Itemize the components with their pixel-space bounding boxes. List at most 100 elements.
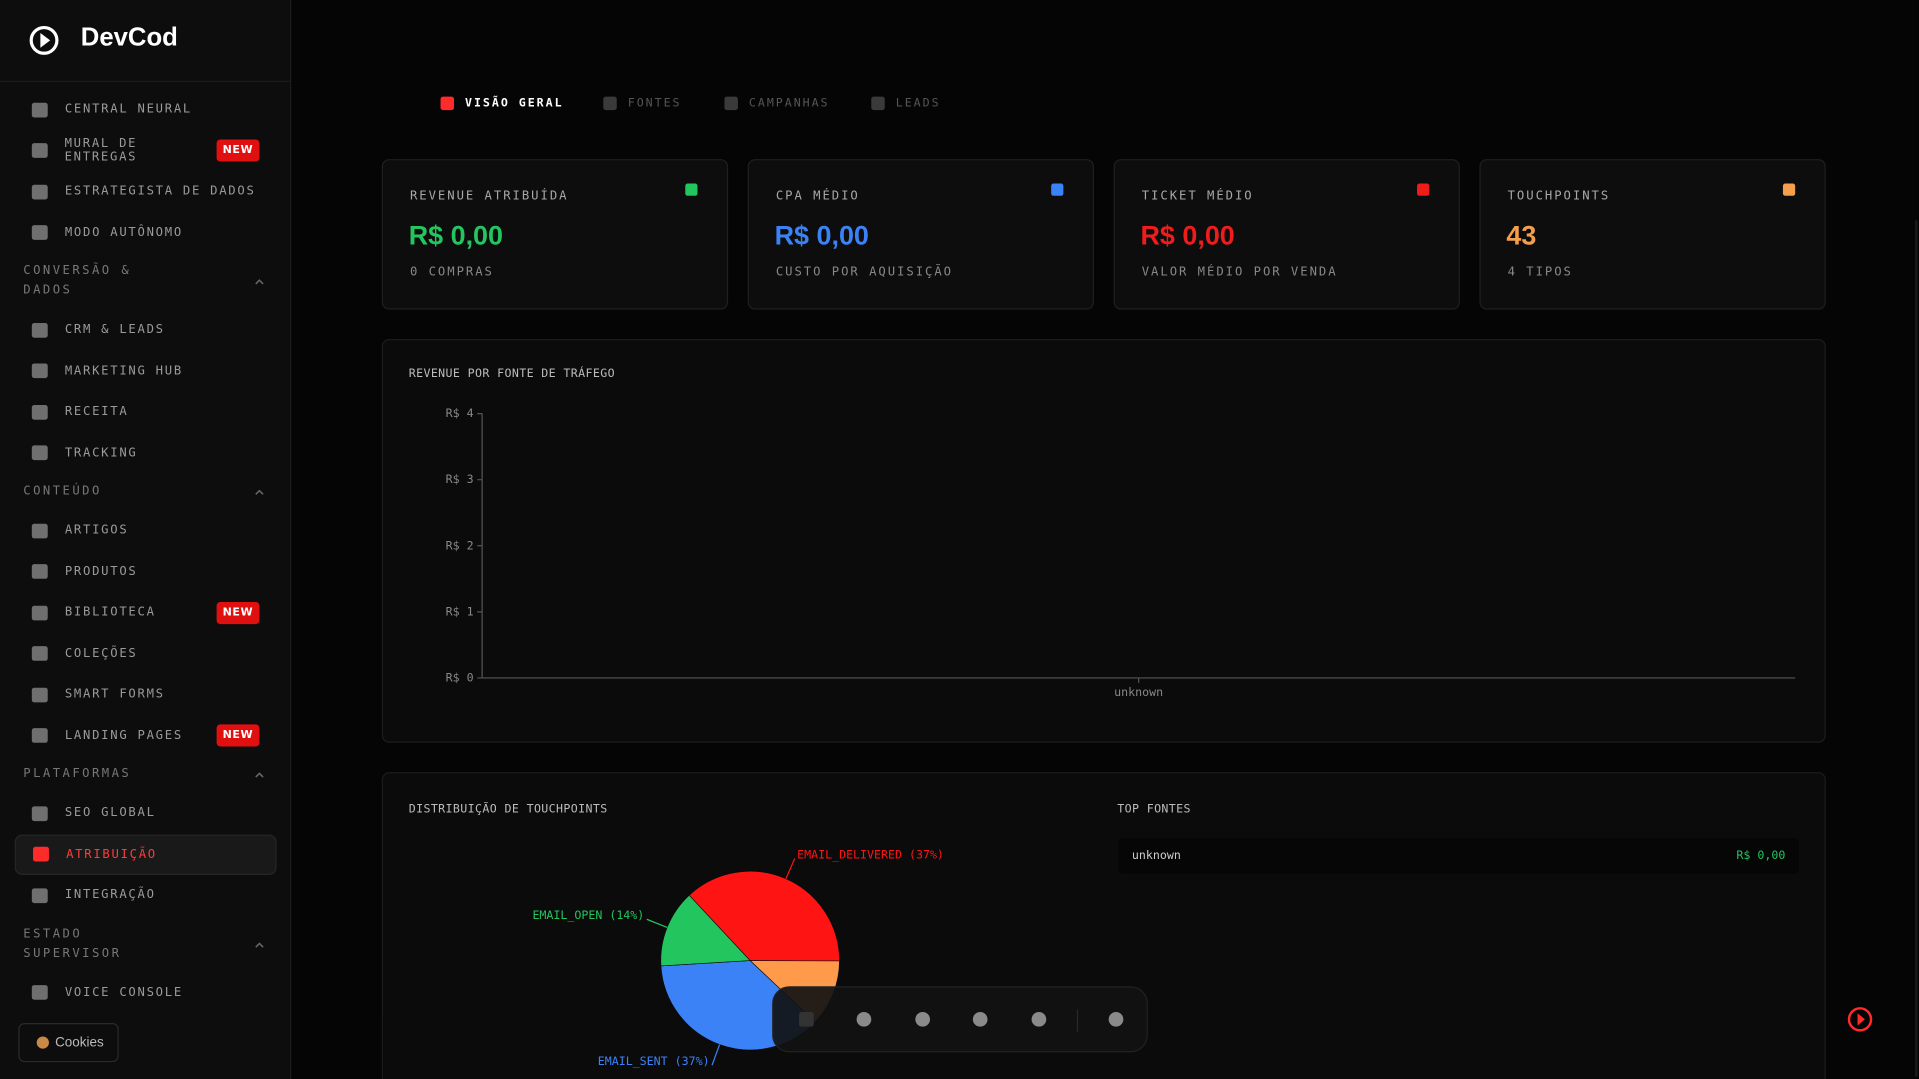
nav-item[interactable]: TRACKING (15, 433, 277, 474)
cookie-icon (36, 1036, 49, 1049)
cookies-button[interactable]: Cookies (18, 1023, 119, 1063)
chart-panel: REVENUE POR FONTE DE TRÁFEGO R$ 0 R$ 1 R$ 2… (381, 338, 1826, 743)
nav-item[interactable]: CRM & LEADS (15, 310, 277, 351)
nav-icon (31, 888, 48, 903)
section-header[interactable]: CONTEÚDO (15, 474, 277, 511)
kpi-value: R$ 0,00 (774, 220, 869, 251)
nav-label: BIBLIOTECA (64, 606, 156, 620)
kpi-sub: CUSTO POR AQUISIÇÃO (775, 265, 954, 280)
nav-item[interactable]: MURAL DE ENTREGAS NEW (15, 130, 277, 171)
source-value: R$ 0,00 (1736, 849, 1786, 863)
chevron (255, 772, 264, 778)
nav-item[interactable]: CENTRAL NEURAL (15, 89, 277, 130)
nav-icon (31, 404, 48, 420)
scrollbar (1915, 220, 1918, 1077)
nav-item[interactable]: ARTIGOS (15, 510, 277, 551)
tab[interactable]: FONTES (603, 94, 681, 111)
source-row: unknown R$ 0,00 (1118, 838, 1799, 874)
kpi-sub: 4 TIPOS (1507, 265, 1573, 280)
brand: DevCod (80, 23, 178, 52)
nav-item[interactable]: ESTRATEGISTA DE DADOS (15, 171, 277, 212)
nav-item[interactable]: VOICE CONSOLE (15, 972, 277, 1013)
nav-label: MODO AUTÔNOMO (64, 226, 183, 240)
section-header[interactable]: PLATAFORMAS (15, 756, 277, 793)
chart-title: REVENUE POR FONTE DE TRÁFEGO (408, 367, 615, 381)
nav-icon (31, 102, 48, 118)
nav-item[interactable]: COLEÇÕES (15, 633, 277, 674)
section-title: CONVERSÃO & DADOS (23, 264, 132, 298)
kpi-icon (1051, 183, 1064, 196)
pie-slice (688, 870, 840, 962)
kpi-label: TICKET MÉDIO (1141, 189, 1254, 204)
tab-icon (871, 96, 885, 110)
tab-label: CAMPANHAS (748, 96, 830, 110)
nav-label: COLEÇÕES (64, 647, 138, 661)
fab-ring (1847, 1007, 1873, 1032)
y-tick-label: R$ 4 (446, 406, 474, 420)
nav-label: PRODUTOS (64, 565, 138, 579)
nav-icon (31, 523, 48, 539)
tab[interactable]: VISÃO GERAL (440, 94, 564, 111)
tab-label: VISÃO GERAL (465, 96, 564, 110)
pie-label: EMAIL_OPEN (14%) (532, 908, 644, 922)
nav-item[interactable]: INTEGRAÇÃO (15, 875, 277, 916)
nav-item[interactable]: ATRIBUIÇÃO (14, 833, 277, 875)
dock-button[interactable] (915, 1011, 931, 1027)
nav-label: SMART FORMS (64, 688, 165, 702)
nav-icon (31, 143, 48, 159)
nav-item[interactable]: LANDING PAGES NEW (15, 715, 277, 756)
dock (772, 986, 1148, 1053)
pie-leader (711, 1044, 721, 1066)
kpi-card: TICKET MÉDIO R$ 0,00 VALOR MÉDIO POR VENDA (1113, 159, 1460, 310)
x-tick-label: unknown (1114, 685, 1163, 699)
nav-item[interactable]: PRODUTOS (15, 551, 277, 592)
dock-button[interactable] (1031, 1011, 1047, 1027)
chevron-line (255, 772, 264, 778)
dock-button[interactable] (972, 1011, 988, 1027)
nav-label: ESTRATEGISTA DE DADOS (64, 185, 256, 199)
bar-chart: R$ 0 R$ 1 R$ 2 R$ 3 R$ 4 unknown (446, 406, 1796, 699)
nav-item[interactable]: SMART FORMS (15, 674, 277, 715)
nav-item[interactable]: MARKETING HUB (15, 351, 277, 392)
sidebar: DevCod CENTRAL NEURAL MURAL DE ENTREGAS NEW… (0, 0, 292, 1079)
kpi-icon (685, 183, 698, 196)
nav-label: VOICE CONSOLE (64, 985, 183, 1000)
dock-button[interactable] (856, 1011, 872, 1027)
nav-label: LANDING PAGES (64, 729, 183, 743)
y-tick-label: R$ 1 (446, 604, 474, 618)
nav-item[interactable]: RECEITA (15, 392, 277, 433)
assistant-button[interactable] (1845, 1005, 1874, 1034)
kpi-icon (1782, 183, 1796, 196)
nav-item[interactable]: MODO AUTÔNOMO (15, 212, 277, 253)
pie-leader (646, 918, 668, 928)
nav-label: RECEITA (64, 405, 129, 419)
nav-icon (31, 564, 48, 580)
pie-leader (785, 858, 796, 879)
nav-badge: NEW (216, 139, 260, 162)
kpi-label: TOUCHPOINTS (1507, 189, 1611, 204)
divider (0, 80, 291, 82)
tab[interactable]: CAMPANHAS (724, 94, 829, 111)
tab[interactable]: LEADS (871, 94, 940, 111)
nav-icon (31, 445, 48, 461)
tab-icon (724, 96, 738, 110)
nav-label: CENTRAL NEURAL (64, 103, 192, 117)
chevron-line (255, 489, 264, 495)
dock-button[interactable] (799, 1011, 814, 1027)
dock-button[interactable] (1108, 1011, 1124, 1027)
section-header[interactable]: CONVERSÃO & DADOS (15, 253, 277, 309)
nav-icon (31, 646, 48, 662)
kpi-label: CPA MÉDIO (775, 189, 860, 204)
nav-item[interactable]: BIBLIOTECA NEW (15, 592, 277, 633)
dock-divider (1076, 1009, 1079, 1032)
nav-icon (31, 687, 48, 703)
nav-icon (31, 184, 48, 200)
nav-item[interactable]: SEO GLOBAL (15, 793, 277, 834)
nav-list: CENTRAL NEURAL MURAL DE ENTREGAS NEW ESTRAT… (14, 89, 277, 1013)
logo (29, 25, 59, 55)
nav-icon (31, 225, 48, 241)
section-header[interactable]: ESTADO SUPERVISOR (15, 916, 277, 972)
nav-badge: NEW (216, 601, 260, 624)
kpi-sub: 0 COMPRAS (409, 265, 494, 280)
